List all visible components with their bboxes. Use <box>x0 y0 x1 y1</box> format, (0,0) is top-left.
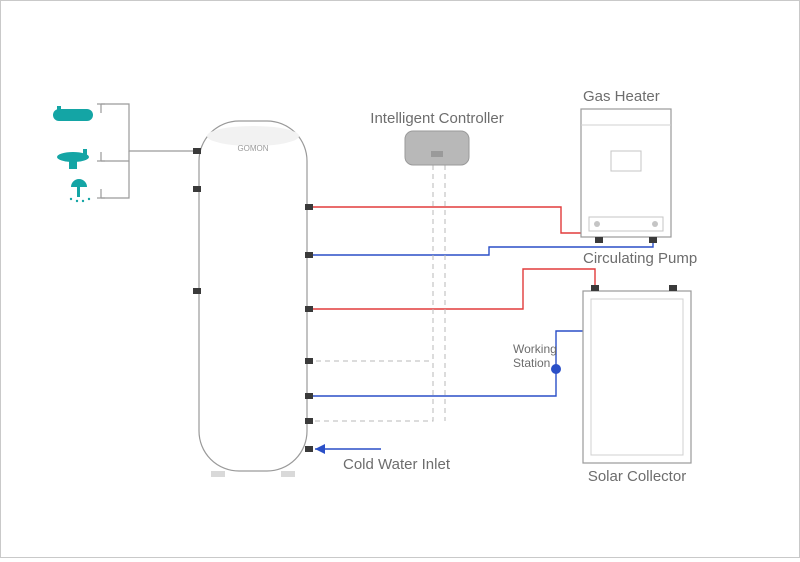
gas-heater: Gas Heater <box>581 88 671 243</box>
solar-collector: Solar Collector <box>583 285 691 485</box>
sink-icon <box>57 149 89 169</box>
svg-text:Working: Working <box>513 342 557 356</box>
solar-collector-label: Solar Collector <box>588 468 686 485</box>
water-tank: GOMON <box>193 121 313 477</box>
intelligent-controller: Intelligent Controller <box>370 110 503 165</box>
circulating-pump-label: Circulating Pump <box>583 250 697 267</box>
cold-water-inlet: Cold Water Inlet <box>315 444 451 473</box>
diagram-svg: GOMON Intelligent Controller <box>1 1 799 557</box>
controller-label: Intelligent Controller <box>370 110 503 127</box>
cold-inlet-label: Cold Water Inlet <box>343 456 451 473</box>
bathtub-icon <box>53 106 93 121</box>
shower-icon <box>70 179 90 202</box>
domestic-pipes <box>97 104 199 198</box>
controller-dashed <box>307 165 445 421</box>
diagram-frame: GOMON Intelligent Controller <box>0 0 800 558</box>
tank-brand-label: GOMON <box>237 144 268 153</box>
fixtures <box>53 106 93 202</box>
gas-heater-label: Gas Heater <box>583 88 660 105</box>
working-station: Working Station <box>513 342 561 374</box>
svg-text:Station: Station <box>513 356 550 370</box>
hot-pipes <box>307 207 599 309</box>
